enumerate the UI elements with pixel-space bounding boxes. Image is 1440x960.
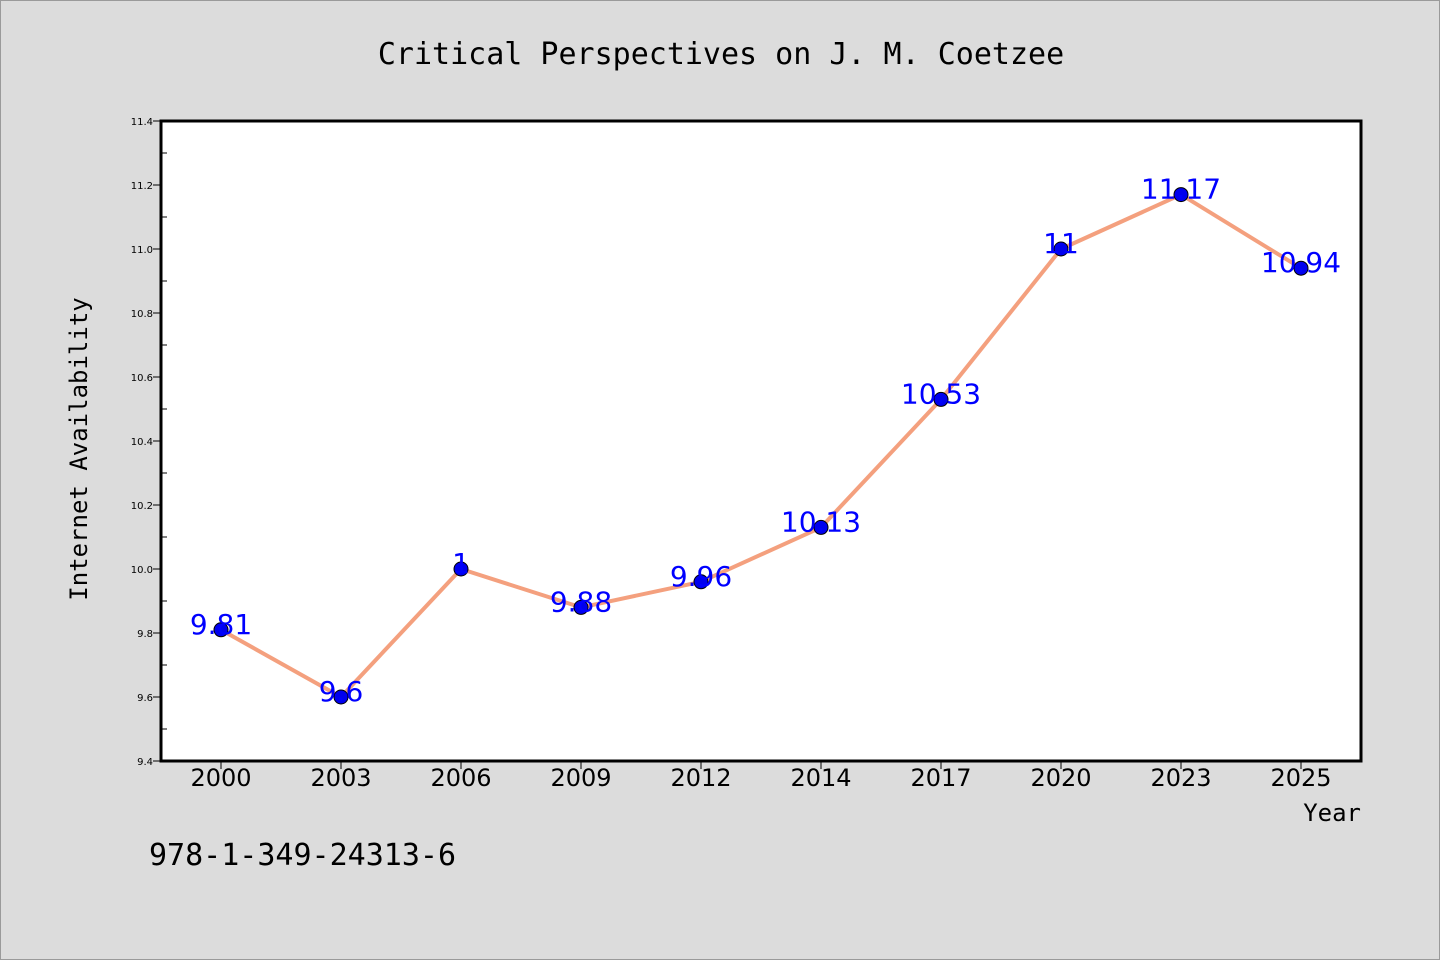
x-axis-label: Year [1303, 799, 1361, 827]
data-point [933, 391, 949, 407]
y-tick-label: 9.8 [137, 629, 153, 640]
x-tick-label: 2025 [1270, 764, 1331, 792]
x-tick-label: 2014 [790, 764, 851, 792]
data-point [333, 689, 349, 705]
x-tick-label: 2012 [670, 764, 731, 792]
data-label: 9.6 [319, 675, 364, 708]
y-tick-label: 11.0 [131, 245, 153, 256]
data-label: 10.13 [781, 505, 861, 538]
data-label: 11.17 [1141, 173, 1221, 206]
data-point [813, 519, 829, 535]
data-label: 9.96 [670, 560, 732, 593]
data-labels-group: 9.81 9.6 1 9.88 9.96 10.13 10.53 11 11.17 10.94 [190, 173, 1341, 708]
data-point [693, 574, 709, 590]
y-tick-label: 10.0 [131, 565, 153, 576]
data-label: 1 [452, 547, 470, 580]
y-tick-label: 11.4 [131, 117, 153, 128]
x-tick-label: 2003 [310, 764, 371, 792]
x-tick-label: 2009 [550, 764, 611, 792]
data-point [453, 561, 469, 577]
x-axis-ticks: 2000 2003 2006 2009 2012 2014 2017 2020 2023 2025 [190, 761, 1332, 792]
y-axis-label: Internet Availability [65, 297, 93, 600]
series-group [213, 187, 1309, 705]
y-tick-label: 10.8 [131, 309, 153, 320]
data-label: 9.81 [190, 608, 252, 641]
data-point [1053, 241, 1069, 257]
data-point [1293, 260, 1309, 276]
data-point [1173, 187, 1189, 203]
data-point [573, 599, 589, 615]
data-label: 9.88 [550, 585, 612, 618]
x-tick-label: 2023 [1150, 764, 1211, 792]
y-tick-label: 10.6 [131, 373, 153, 384]
data-label: 10.53 [901, 377, 981, 410]
data-label: 10.94 [1261, 246, 1341, 279]
plot-frame [159, 119, 1363, 763]
series-line [219, 192, 1303, 699]
x-tick-label: 2000 [190, 764, 251, 792]
x-tick-label: 2017 [910, 764, 971, 792]
footnote-isbn: 978-1-349-24313-6 [149, 838, 456, 873]
y-tick-label: 9.6 [137, 693, 153, 704]
y-tick-label: 10.2 [131, 501, 153, 512]
plot-area [161, 121, 1361, 761]
data-label: 11 [1043, 227, 1079, 260]
data-point [213, 622, 229, 638]
y-tick-label: 10.4 [131, 437, 153, 448]
x-tick-label: 2020 [1030, 764, 1091, 792]
x-tick-label: 2006 [430, 764, 491, 792]
y-tick-label: 9.4 [137, 757, 153, 768]
chart-title: Critical Perspectives on J. M. Coetzee [378, 37, 1064, 72]
y-tick-label: 11.2 [131, 181, 153, 192]
